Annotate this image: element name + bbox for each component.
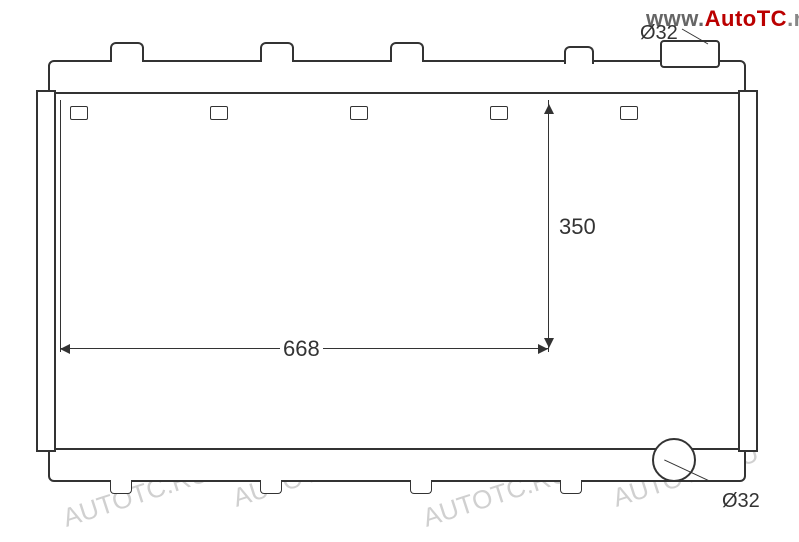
ext-line — [548, 100, 549, 352]
dia-bot-label: Ø32 — [722, 490, 760, 513]
dim-height-label: 350 — [556, 214, 599, 240]
drain-foot — [410, 480, 432, 494]
drain-foot — [260, 480, 282, 494]
clip-tab — [70, 106, 88, 120]
outlet-bottom — [652, 438, 696, 482]
brand-auto: Auto — [705, 6, 757, 31]
diagram-canvas: AUTOTC.RUAUTOTC.RUAUTOTC.RUAUTOTC.RUAUTO… — [0, 0, 799, 542]
mount-bracket — [110, 42, 144, 62]
dim-width-label: 668 — [280, 336, 323, 362]
brand-ru: .ru — [787, 6, 799, 31]
mount-bracket — [390, 42, 424, 62]
clip-tab — [350, 106, 368, 120]
ext-line — [60, 100, 61, 352]
clip-tab — [210, 106, 228, 120]
side-right — [738, 90, 758, 452]
clip-tab — [620, 106, 638, 120]
radiator-core — [48, 92, 746, 450]
dia-top-label: Ø32 — [640, 22, 678, 45]
drain-foot — [110, 480, 132, 494]
brand-tc: TC — [757, 6, 787, 31]
drain-foot — [560, 480, 582, 494]
clip-tab — [490, 106, 508, 120]
side-left — [36, 90, 56, 452]
filler-cap — [564, 46, 594, 64]
mount-bracket — [260, 42, 294, 62]
